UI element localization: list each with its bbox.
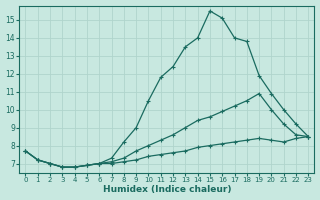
X-axis label: Humidex (Indice chaleur): Humidex (Indice chaleur) — [103, 185, 231, 194]
